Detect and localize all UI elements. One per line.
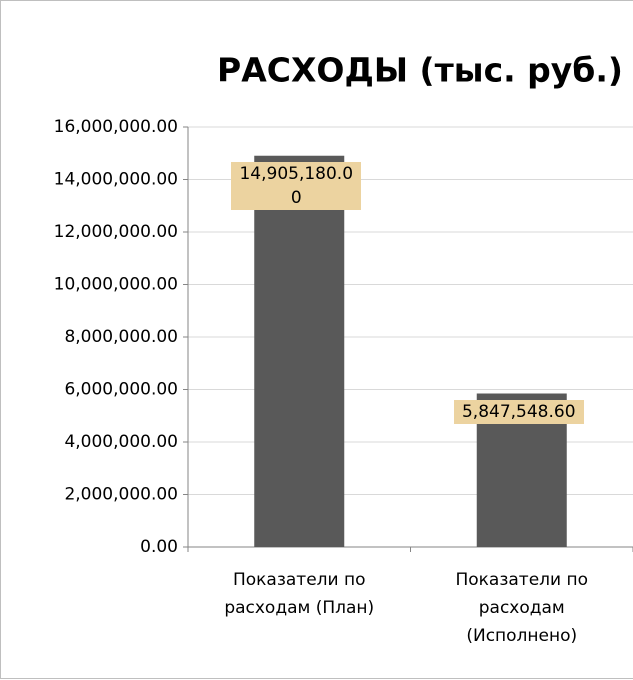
- y-tick-label: 8,000,000.00: [64, 327, 178, 347]
- y-tick-label: 10,000,000.00: [54, 275, 178, 295]
- y-tick-label: 0.00: [140, 537, 178, 557]
- data-label: 5,847,548.60: [453, 399, 584, 424]
- y-tick-label: 4,000,000.00: [64, 432, 178, 452]
- x-tick-label: Показатели по расходам (План): [224, 570, 375, 618]
- y-tick-label: 12,000,000.00: [54, 222, 178, 242]
- bar: [254, 155, 345, 548]
- y-tick-label: 14,000,000.00: [54, 170, 178, 190]
- x-tick-label: Показатели по расходам (Исполнено): [455, 570, 589, 646]
- y-tick-label: 2,000,000.00: [64, 485, 178, 505]
- chart-title: РАСХОДЫ (тыс. руб.): [217, 51, 623, 90]
- y-tick-label: 16,000,000.00: [54, 117, 178, 137]
- data-label: 14,905,180.00: [231, 161, 362, 210]
- y-tick-label: 6,000,000.00: [64, 380, 178, 400]
